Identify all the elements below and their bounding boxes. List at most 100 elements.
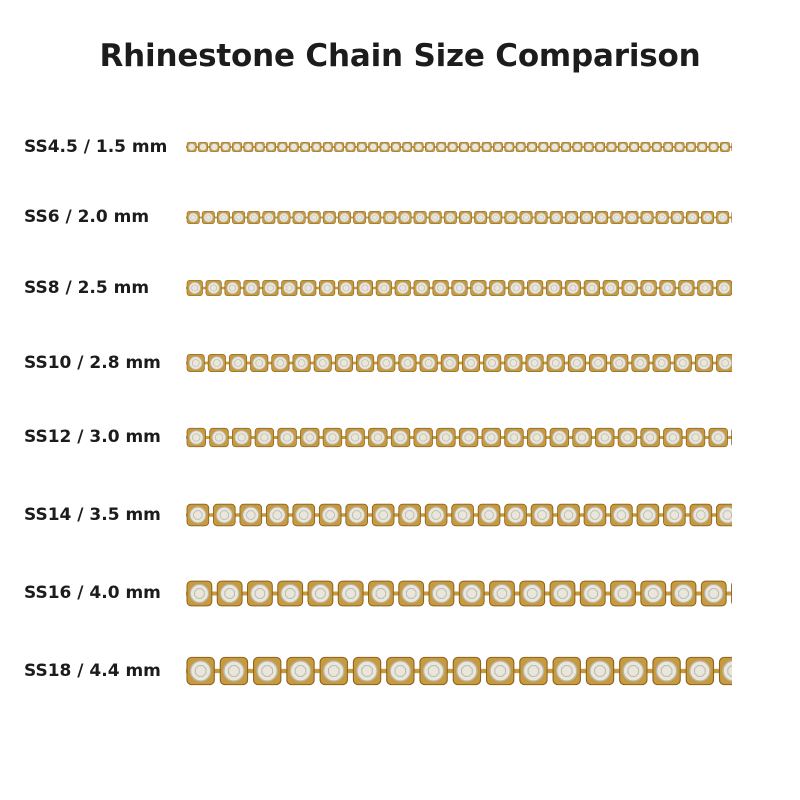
rhinestone <box>708 427 728 447</box>
rhinestone <box>239 503 263 527</box>
rhinestone <box>277 580 304 606</box>
rhinestone <box>277 142 288 152</box>
chain-graphic <box>186 142 732 152</box>
rhinestone <box>610 210 624 224</box>
rhinestone <box>390 427 411 447</box>
chain-link-wire <box>186 146 732 148</box>
rhinestone <box>663 427 683 447</box>
chain-graphic <box>186 503 732 527</box>
chain-size-label: SS12 / 3.0 mm <box>24 427 161 447</box>
rhinestone <box>428 580 455 606</box>
rhinestone <box>368 580 394 606</box>
rhinestone <box>579 580 606 606</box>
rhinestone <box>663 142 674 152</box>
rhinestone <box>207 353 226 373</box>
rhinestone <box>519 656 548 686</box>
rhinestone <box>337 580 364 606</box>
chain-size-label: SS10 / 2.8 mm <box>24 353 161 373</box>
rhinestone <box>652 656 681 686</box>
rhinestone <box>186 279 203 297</box>
rhinestone <box>334 353 353 373</box>
rhinestone <box>640 279 657 297</box>
rhinestone <box>379 142 390 152</box>
rhinestone <box>186 427 206 447</box>
rhinestone <box>345 503 368 527</box>
rhinestone <box>386 656 415 686</box>
rhinestone <box>243 279 260 297</box>
rhinestone <box>477 503 501 527</box>
rhinestone <box>567 353 586 373</box>
rhinestone <box>527 142 537 152</box>
rhinestone <box>219 656 249 686</box>
rhinestone <box>504 427 524 447</box>
rhinestone <box>319 656 348 686</box>
rhinestone <box>504 503 527 527</box>
rhinestone <box>525 353 544 373</box>
rhinestone <box>489 279 506 297</box>
rhinestone <box>243 142 254 152</box>
rhinestone <box>322 142 333 152</box>
rhinestone <box>519 210 533 224</box>
rhinestone <box>356 142 367 152</box>
rhinestone-chain-ss12 <box>186 426 732 449</box>
rhinestone <box>440 353 459 373</box>
rhinestone <box>504 353 523 373</box>
rhinestone <box>398 580 425 606</box>
rhinestone <box>585 656 615 686</box>
rhinestone <box>337 279 355 297</box>
rhinestone <box>398 353 417 373</box>
rhinestone <box>549 427 570 447</box>
rhinestone <box>428 210 442 224</box>
rhinestone <box>678 279 695 297</box>
rhinestone <box>697 142 708 152</box>
rhinestone <box>470 279 487 297</box>
rhinestone <box>338 210 351 224</box>
rhinestone <box>186 142 197 152</box>
rhinestone-chain-ss6 <box>186 209 732 226</box>
rhinestone-chain-ss18 <box>186 655 732 687</box>
rhinestone <box>659 279 676 297</box>
rhinestone <box>716 353 732 373</box>
rhinestone <box>209 142 220 152</box>
rhinestone <box>254 142 265 152</box>
rhinestone <box>413 427 433 447</box>
rhinestone <box>229 353 248 373</box>
chain-size-label: SS8 / 2.5 mm <box>24 278 150 298</box>
rhinestone <box>640 142 651 152</box>
rhinestone <box>247 580 273 606</box>
chain-link-wire <box>186 216 732 218</box>
rhinestone <box>595 142 606 152</box>
rhinestone <box>265 503 289 527</box>
rhinestone <box>300 427 320 447</box>
rhinestone-chain-ss10 <box>186 352 732 374</box>
rhinestone <box>307 210 321 224</box>
chain-size-label: SS6 / 2.0 mm <box>24 207 150 227</box>
rhinestone <box>557 503 580 527</box>
rhinestone <box>262 279 279 297</box>
chain-graphic <box>186 353 732 373</box>
rhinestone <box>345 427 365 447</box>
rhinestone <box>610 503 633 527</box>
rhinestone <box>318 503 342 527</box>
rhinestone <box>636 503 660 527</box>
rhinestone <box>459 210 472 224</box>
rhinestone <box>334 142 345 152</box>
rhinestone <box>470 142 481 152</box>
rhinestone <box>322 427 343 447</box>
rhinestone <box>716 210 730 224</box>
rhinestone <box>452 656 482 686</box>
rhinestone <box>700 580 727 606</box>
rhinestone <box>621 279 638 297</box>
rhinestone <box>186 353 205 373</box>
rhinestone <box>288 142 299 152</box>
chain-graphic <box>186 210 732 224</box>
rhinestone <box>186 210 200 224</box>
rhinestone <box>708 142 719 152</box>
chain-size-label: SS14 / 3.5 mm <box>24 505 161 525</box>
rhinestone <box>398 210 412 224</box>
rhinestone <box>564 210 578 224</box>
rhinestone <box>217 210 230 224</box>
chain-row-ss12: SS12 / 3.0 mm <box>0 417 800 457</box>
rhinestone <box>655 210 669 224</box>
rhinestone <box>232 427 252 447</box>
